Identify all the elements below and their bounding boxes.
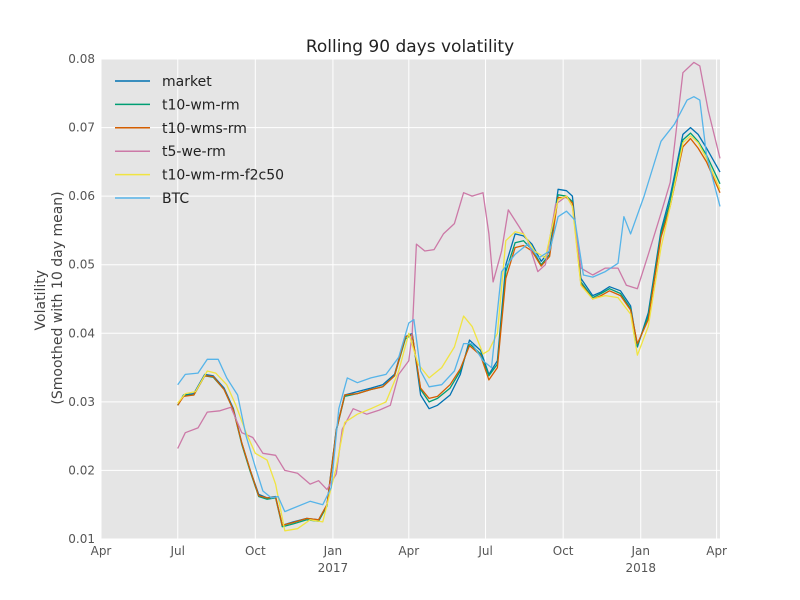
chart-title: Rolling 90 days volatility — [306, 37, 514, 57]
y-tick-label: 0.02 — [68, 463, 95, 477]
plot-area — [101, 59, 720, 539]
y-tick-labels: 0.01 0.02 0.03 0.04 0.05 0.06 0.07 0.08 — [68, 52, 95, 546]
y-tick-label: 0.01 — [68, 532, 95, 546]
y-tick-label: 0.06 — [68, 189, 95, 203]
y-axis-label-line-1: Volatility — [33, 270, 49, 330]
series-line-t10-wm-rm-f2c50 — [177, 135, 721, 532]
legend-label: t10-wm-rm-f2c50 — [162, 168, 284, 184]
y-tick-label: 0.05 — [68, 258, 95, 272]
x-tick-label: Jul — [477, 544, 492, 558]
legend: market t10-wm-rm t10-wms-rm t5-we-rm t10-wm-… — [115, 74, 284, 207]
series-line-t5-we-rm — [177, 61, 721, 491]
legend-label: t10-wms-rm — [162, 121, 247, 137]
x-tick-label: Apr — [398, 544, 419, 558]
y-tick-label: 0.04 — [68, 326, 95, 340]
legend-label: t10-wm-rm — [162, 97, 240, 113]
y-tick-label: 0.07 — [68, 121, 95, 135]
legend-label: market — [162, 74, 212, 90]
series-line-BTC — [177, 96, 721, 513]
x-tick-labels: Apr Jul Oct Jan 2017 Apr Jul Oct Jan 2018 Apr — [91, 544, 727, 575]
series-line-t10-wm-rm — [177, 132, 721, 528]
x-tick-label: Jul — [170, 544, 185, 558]
gridlines — [100, 58, 720, 540]
x-tick-label: Oct — [245, 544, 266, 558]
x-tick-label: Apr — [91, 544, 112, 558]
x-tick-label: Jan — [323, 544, 343, 558]
y-axis-label-line-2: (Smoothed with 10 day mean) — [50, 191, 66, 404]
x-tick-year-label: 2018 — [625, 561, 656, 575]
legend-label: BTC — [162, 191, 189, 207]
series-line-t10-wms-rm — [177, 137, 721, 526]
x-tick-label: Oct — [553, 544, 574, 558]
y-axis-label: Volatility (Smoothed with 10 day mean) — [33, 191, 66, 404]
series-line-market — [177, 126, 721, 526]
x-tick-year-label: 2017 — [318, 561, 349, 575]
x-tick-label: Jan — [630, 544, 650, 558]
y-tick-label: 0.08 — [68, 52, 95, 66]
legend-label: t5-we-rm — [162, 144, 226, 160]
series-lines — [177, 61, 721, 532]
x-tick-label: Apr — [706, 544, 727, 558]
y-tick-label: 0.03 — [68, 395, 95, 409]
